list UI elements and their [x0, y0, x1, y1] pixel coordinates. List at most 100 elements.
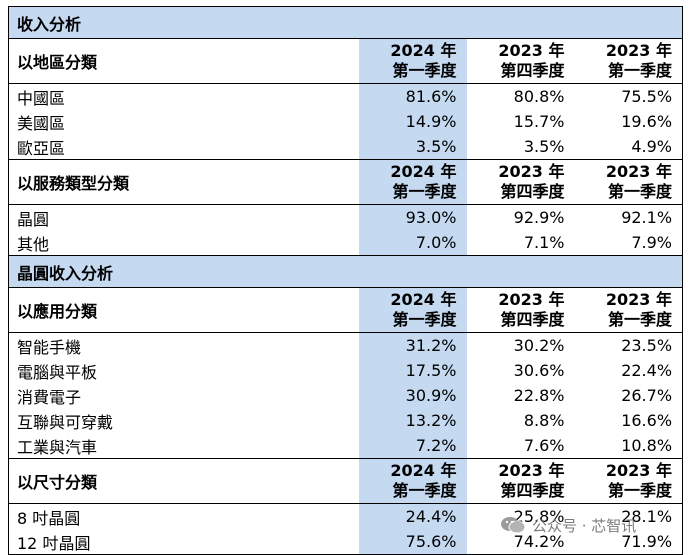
row-value: 22.8% — [513, 386, 565, 405]
section-header: 收入分析 — [8, 6, 683, 39]
row-value: 3.5% — [358, 134, 467, 160]
row-value: 19.6% — [621, 112, 673, 131]
row-label: 互聯與可穿戴 — [17, 412, 114, 432]
row-value: 92.9% — [513, 208, 565, 227]
table-row: 美國區 14.9% 15.7% 19.6% — [9, 109, 683, 134]
row-label: 歐亞區 — [8, 134, 359, 160]
row-value: 7.0% — [358, 230, 467, 256]
row-value: 7.1% — [466, 230, 575, 256]
section-title: 晶圓收入分析 — [8, 255, 683, 288]
row-value: 10.8% — [574, 433, 683, 459]
group-header-row: 以地區分類 2024 年第一季度 2023 年第四季度 2023 年第一季度 — [8, 38, 683, 84]
table-row: 歐亞區 3.5% 3.5% 4.9% — [8, 134, 683, 160]
row-value: 22.4% — [621, 361, 673, 380]
group-header-row: 以尺寸分類 2024 年第一季度 2023 年第四季度 2023 年第一季度 — [8, 458, 683, 504]
row-value: 4.9% — [574, 134, 683, 160]
column-header-year: 2023 年 — [498, 290, 565, 309]
group-label: 以應用分類 — [8, 287, 359, 333]
row-value: 24.4% — [358, 503, 467, 529]
group-label: 以尺寸分類 — [8, 458, 359, 504]
row-label: 其他 — [8, 230, 359, 256]
column-header: 2023 年第四季度 — [466, 287, 575, 333]
row-label: 電腦與平板 — [17, 362, 98, 382]
column-header-year: 2023 年 — [498, 461, 565, 480]
table-row: 其他 7.0% 7.1% 7.9% — [8, 230, 683, 256]
column-header-quarter: 第四季度 — [500, 310, 565, 329]
row-value: 14.9% — [358, 109, 467, 134]
column-header: 2023 年第四季度 — [466, 458, 575, 504]
row-value: 3.5% — [466, 134, 575, 160]
row-value: 74.2% — [513, 532, 565, 551]
row-label: 12 吋晶圓 — [17, 533, 91, 553]
column-header-quarter: 第一季度 — [392, 481, 457, 500]
row-value: 26.7% — [621, 386, 673, 405]
row-value: 30.6% — [513, 361, 565, 380]
row-value: 16.6% — [621, 411, 673, 430]
column-header: 2023 年第一季度 — [574, 287, 683, 333]
row-label: 8 吋晶圓 — [17, 508, 81, 528]
row-label: 智能手機 — [17, 337, 82, 357]
row-value: 28.1% — [621, 507, 673, 526]
table-row: 智能手機 31.2% 30.2% 23.5% — [9, 332, 683, 358]
column-header-quarter: 第一季度 — [392, 61, 457, 80]
column-header-year: 2024 年 — [390, 162, 457, 181]
table-row: 消費電子 30.9% 22.8% 26.7% — [9, 383, 683, 408]
column-header: 2023 年第一季度 — [574, 38, 683, 84]
column-header-year: 2024 年 — [390, 41, 457, 60]
column-header: 2023 年第四季度 — [466, 159, 575, 205]
row-label: 工業與汽車 — [8, 433, 359, 459]
row-value: 80.8% — [513, 87, 565, 106]
row-value: 92.1% — [621, 208, 673, 227]
row-label: 消費電子 — [17, 387, 82, 407]
row-value: 75.5% — [621, 87, 673, 106]
row-value: 23.5% — [621, 336, 673, 355]
row-label: 美國區 — [17, 113, 66, 133]
row-value: 17.5% — [358, 358, 467, 383]
column-header-quarter: 第四季度 — [500, 182, 565, 201]
column-header: 2023 年第一季度 — [574, 159, 683, 205]
row-value: 31.2% — [358, 332, 467, 358]
table-row: 電腦與平板 17.5% 30.6% 22.4% — [9, 358, 683, 383]
column-header: 2024 年第一季度 — [358, 159, 467, 205]
column-header-year: 2023 年 — [605, 41, 673, 60]
column-header: 2023 年第四季度 — [466, 38, 575, 84]
table-row: 中國區 81.6% 80.8% 75.5% — [9, 83, 683, 109]
column-header-year: 2023 年 — [605, 290, 673, 309]
section-title: 收入分析 — [8, 6, 683, 39]
group-header-row: 以服務類型分類 2024 年第一季度 2023 年第四季度 2023 年第一季度 — [8, 159, 683, 205]
row-value: 15.7% — [513, 112, 565, 131]
table-row: 12 吋晶圓 75.6% 74.2% 71.9% — [9, 529, 683, 555]
row-value: 93.0% — [358, 204, 467, 230]
row-label: 晶圓 — [17, 209, 50, 229]
row-value: 8.8% — [523, 411, 565, 430]
row-value: 7.6% — [466, 433, 575, 459]
row-value: 7.9% — [574, 230, 683, 256]
column-header-quarter: 第一季度 — [608, 481, 673, 500]
table-row: 晶圓 93.0% 92.9% 92.1% — [9, 204, 683, 230]
row-value: 7.2% — [358, 433, 467, 459]
row-label: 中國區 — [17, 88, 66, 108]
column-header-quarter: 第一季度 — [608, 182, 673, 201]
group-header-row: 以應用分類 2024 年第一季度 2023 年第四季度 2023 年第一季度 — [8, 287, 683, 333]
column-header-year: 2024 年 — [390, 290, 457, 309]
group-label: 以地區分類 — [8, 38, 359, 84]
table-row: 8 吋晶圓 24.4% 25.8% 28.1% — [9, 503, 683, 529]
column-header-year: 2024 年 — [390, 461, 457, 480]
column-header: 2024 年第一季度 — [358, 38, 467, 84]
column-header: 2024 年第一季度 — [358, 458, 467, 504]
table-row: 互聯與可穿戴 13.2% 8.8% 16.6% — [9, 408, 683, 433]
column-header: 2024 年第一季度 — [358, 287, 467, 333]
watermark-text: 公众号 · 芯智讯 — [532, 516, 637, 535]
row-value: 30.2% — [513, 336, 565, 355]
row-value: 71.9% — [621, 532, 673, 551]
section-header: 晶圓收入分析 — [8, 255, 683, 288]
row-value: 30.9% — [358, 383, 467, 408]
column-header-quarter: 第一季度 — [392, 310, 457, 329]
watermark: 公众号 · 芯智讯 — [500, 510, 680, 540]
row-value: 13.2% — [358, 408, 467, 433]
row-value: 75.6% — [358, 529, 467, 555]
column-header-year: 2023 年 — [605, 162, 673, 181]
group-label: 以服務類型分類 — [8, 159, 359, 205]
row-value: 81.6% — [358, 83, 467, 109]
column-header: 2023 年第一季度 — [574, 458, 683, 504]
